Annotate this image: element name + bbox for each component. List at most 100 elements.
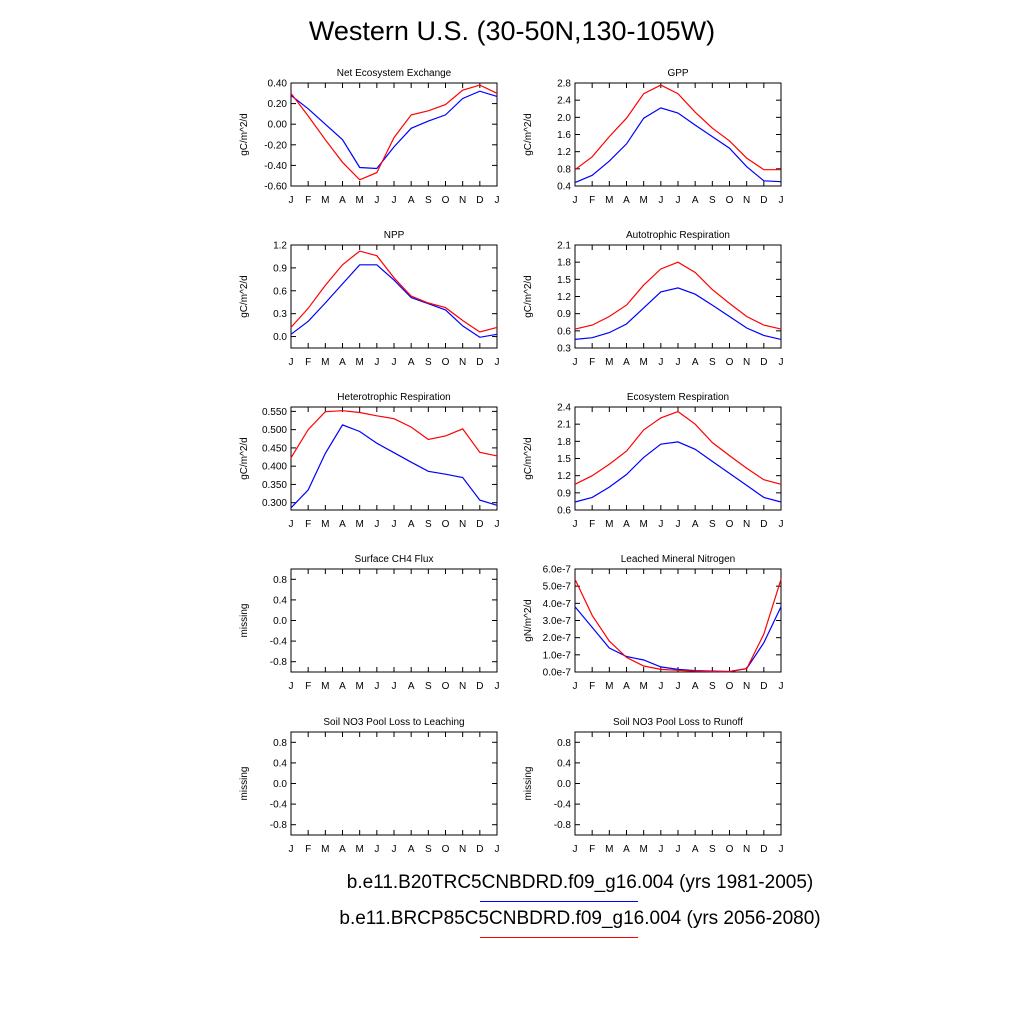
x-tick-label: J — [495, 844, 500, 855]
y-tick-label: 0.6 — [557, 326, 571, 337]
x-tick-label: M — [355, 844, 363, 855]
x-tick-label: A — [408, 844, 415, 855]
x-tick-label: S — [425, 681, 432, 692]
y-tick-label: 0.0 — [273, 332, 287, 343]
x-tick-label: A — [339, 357, 346, 368]
y-tick-label: 1.0e-7 — [543, 650, 572, 661]
y-axis-label: gC/m^2/d — [239, 113, 250, 156]
x-tick-label: O — [726, 681, 734, 692]
x-tick-label: A — [623, 357, 630, 368]
x-tick-label: J — [658, 519, 663, 530]
y-tick-label: 1.6 — [557, 130, 571, 141]
y-axis-label: gN/m^2/d — [523, 599, 534, 642]
chart-title: Leached Mineral Nitrogen — [621, 554, 736, 565]
y-tick-label: 0.00 — [268, 120, 288, 131]
y-axis-label: gC/m^2/d — [239, 275, 250, 318]
x-tick-label: M — [605, 844, 613, 855]
y-tick-label: -0.20 — [264, 140, 287, 151]
x-tick-label: J — [289, 844, 294, 855]
x-tick-label: J — [392, 519, 397, 530]
x-tick-label: J — [676, 195, 681, 206]
x-tick-label: N — [459, 681, 466, 692]
x-tick-label: D — [760, 519, 767, 530]
y-tick-label: 0.350 — [262, 480, 287, 491]
y-tick-label: -0.8 — [270, 657, 288, 668]
x-tick-label: J — [495, 357, 500, 368]
x-tick-label: A — [692, 681, 699, 692]
x-tick-label: S — [709, 357, 716, 368]
plot-frame — [574, 568, 782, 673]
y-tick-label: 6.0e-7 — [543, 565, 572, 576]
y-tick-label: 1.2 — [557, 471, 571, 482]
x-tick-label: J — [779, 519, 784, 530]
x-tick-label: J — [779, 844, 784, 855]
x-tick-label: M — [321, 195, 329, 206]
y-tick-label: 2.8 — [557, 79, 571, 90]
series-line-1 — [574, 107, 782, 184]
y-axis-label: gC/m^2/d — [523, 113, 534, 156]
x-tick-label: S — [709, 844, 716, 855]
x-tick-label: J — [374, 357, 379, 368]
x-tick-label: O — [726, 519, 734, 530]
y-axis-label: gC/m^2/d — [523, 437, 534, 480]
x-tick-label: O — [442, 519, 450, 530]
plot-frame — [290, 244, 498, 349]
chart-title: Soil NO3 Pool Loss to Leaching — [323, 717, 464, 728]
plot-frame — [574, 406, 782, 511]
y-tick-label: 0.450 — [262, 443, 287, 454]
y-tick-label: -0.4 — [270, 637, 288, 648]
x-tick-label: O — [442, 844, 450, 855]
series-line-2 — [290, 84, 498, 181]
x-tick-label: J — [374, 195, 379, 206]
x-tick-label: F — [305, 844, 311, 855]
series-line-1 — [574, 441, 782, 503]
y-tick-label: -0.60 — [264, 182, 287, 193]
x-tick-label: O — [442, 357, 450, 368]
y-tick-label: 0.4 — [557, 758, 571, 769]
x-tick-label: J — [658, 195, 663, 206]
x-tick-label: F — [305, 519, 311, 530]
x-tick-label: A — [623, 519, 630, 530]
x-tick-label: J — [392, 844, 397, 855]
series-line-1 — [290, 264, 498, 338]
y-tick-label: 0.400 — [262, 462, 287, 473]
series-line-1 — [290, 424, 498, 509]
y-axis-label: missing — [523, 767, 534, 801]
x-tick-label: A — [692, 844, 699, 855]
legend-label-1: b.e11.B20TRC5CNBDRD.f09_g16.004 (yrs 198… — [346, 872, 814, 893]
x-tick-label: N — [743, 195, 750, 206]
y-tick-label: 1.8 — [557, 437, 571, 448]
y-tick-label: 0.500 — [262, 425, 287, 436]
x-tick-label: J — [374, 519, 379, 530]
x-tick-label: N — [743, 357, 750, 368]
x-tick-label: M — [321, 844, 329, 855]
x-tick-label: M — [639, 195, 647, 206]
x-tick-label: F — [589, 357, 595, 368]
y-tick-label: 0.4 — [273, 758, 287, 769]
y-tick-label: -0.4 — [554, 800, 572, 811]
plot-frame — [574, 244, 782, 349]
x-tick-label: F — [589, 844, 595, 855]
y-tick-label: 2.1 — [557, 241, 571, 252]
y-tick-label: 0.0 — [273, 779, 287, 790]
x-tick-label: A — [692, 357, 699, 368]
x-tick-label: S — [709, 195, 716, 206]
x-tick-label: J — [779, 357, 784, 368]
x-tick-label: D — [476, 844, 483, 855]
x-tick-label: M — [605, 357, 613, 368]
x-tick-label: F — [589, 681, 595, 692]
x-tick-label: F — [589, 519, 595, 530]
y-tick-label: 0.6 — [273, 286, 287, 297]
y-tick-label: 0.0 — [557, 779, 571, 790]
series-line-2 — [574, 410, 782, 485]
y-tick-label: 3.0e-7 — [543, 616, 572, 627]
x-tick-label: N — [459, 844, 466, 855]
x-tick-label: A — [623, 195, 630, 206]
series-line-2 — [290, 410, 498, 459]
x-tick-label: J — [573, 681, 578, 692]
x-tick-label: D — [476, 519, 483, 530]
